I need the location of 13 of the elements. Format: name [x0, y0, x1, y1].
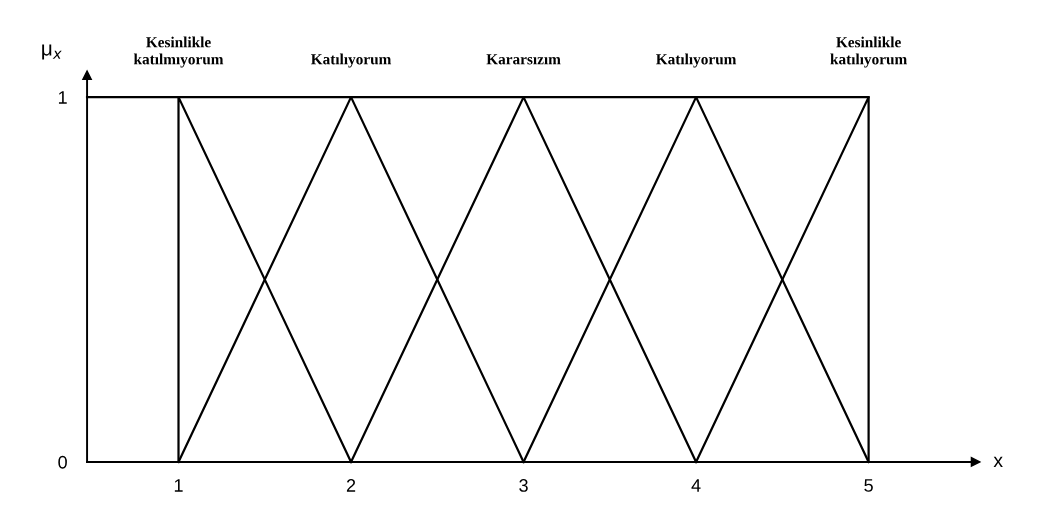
text: Katılıyorum [656, 53, 737, 68]
text: Katılıyorum [310, 53, 392, 68]
x-tick-label: 1 [174, 479, 183, 492]
text: Kesinlikle katılmıyorum [133, 36, 224, 68]
y-tick-label: 0 [58, 455, 67, 469]
x-tick-label: 4 [691, 479, 701, 492]
text: Kesinlikle katılıyorum [830, 36, 907, 68]
x-tick-label: 3 [519, 479, 528, 492]
x-axis-title: x [993, 456, 1003, 467]
x-tick-label: 2 [346, 479, 356, 492]
y-axis-title: μ$_{x}$ [42, 44, 62, 60]
text: Kararsızım [486, 54, 561, 65]
x-tick-label: 5 [864, 479, 873, 492]
